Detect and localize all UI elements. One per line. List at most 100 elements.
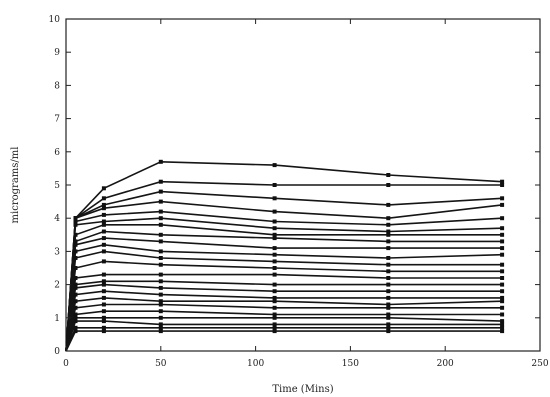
data-point — [73, 312, 78, 317]
data-point — [500, 196, 505, 201]
data-point — [500, 325, 505, 330]
data-point — [101, 309, 106, 314]
series-6 — [65, 216, 505, 352]
y-axis-title: micrograms/ml — [10, 147, 21, 224]
data-point — [386, 289, 391, 294]
series-19 — [65, 309, 505, 352]
data-point — [158, 279, 163, 284]
series-12 — [65, 259, 505, 352]
y-tick-label: 8 — [54, 81, 60, 91]
data-point — [272, 226, 277, 231]
data-point — [500, 232, 505, 237]
data-point — [101, 295, 106, 300]
series-15 — [65, 282, 505, 352]
data-point — [101, 196, 106, 201]
data-point — [500, 239, 505, 244]
data-point — [272, 295, 277, 300]
data-point — [101, 249, 106, 254]
series-21 — [65, 319, 505, 352]
data-point — [73, 325, 78, 330]
data-point — [272, 312, 277, 317]
data-point — [158, 232, 163, 237]
series-line — [65, 320, 503, 352]
data-point — [500, 319, 505, 324]
series-9 — [65, 236, 505, 352]
series-4 — [65, 199, 505, 352]
data-point — [158, 239, 163, 244]
data-point — [158, 189, 163, 194]
data-point — [386, 239, 391, 244]
data-point — [73, 242, 78, 247]
data-point — [500, 305, 505, 310]
data-point — [158, 329, 163, 334]
data-point — [101, 202, 106, 207]
data-point — [101, 242, 106, 247]
data-point — [500, 179, 505, 184]
data-point — [101, 282, 106, 287]
data-point — [73, 239, 78, 244]
x-tick-label: 50 — [155, 359, 167, 369]
data-point — [73, 285, 78, 290]
data-point — [500, 269, 505, 274]
data-point — [158, 302, 163, 307]
data-point — [101, 302, 106, 307]
data-point — [272, 289, 277, 294]
data-point — [73, 222, 78, 227]
y-tick-label: 0 — [54, 347, 60, 357]
x-tick-label: 200 — [437, 359, 454, 369]
x-tick-label: 0 — [63, 359, 69, 369]
data-point — [386, 262, 391, 267]
data-point — [386, 295, 391, 300]
data-point — [272, 325, 277, 330]
data-point — [386, 322, 391, 327]
data-point — [158, 262, 163, 267]
data-point — [158, 292, 163, 297]
data-point — [272, 272, 277, 277]
data-point — [386, 329, 391, 334]
y-tick-label: 9 — [54, 48, 60, 58]
data-point — [272, 322, 277, 327]
data-point — [73, 232, 78, 237]
data-point — [386, 282, 391, 287]
series-line — [65, 224, 503, 352]
data-point — [272, 236, 277, 241]
data-point — [158, 199, 163, 204]
data-point — [500, 216, 505, 221]
data-point — [500, 295, 505, 300]
data-point — [73, 219, 78, 224]
data-point — [500, 202, 505, 207]
y-tick-label: 2 — [54, 281, 60, 291]
data-point — [73, 329, 78, 334]
x-tick-label: 150 — [342, 359, 359, 369]
data-point — [500, 276, 505, 280]
y-tick-label: 6 — [54, 148, 60, 158]
data-point — [73, 256, 78, 260]
data-point — [73, 315, 78, 320]
data-point — [158, 222, 163, 227]
data-point — [158, 299, 163, 304]
data-point — [500, 299, 505, 304]
data-point — [101, 279, 106, 284]
series-10 — [65, 242, 505, 352]
data-point — [500, 183, 505, 187]
data-point — [272, 259, 277, 264]
data-point — [500, 262, 505, 267]
data-point — [73, 305, 78, 310]
data-point — [272, 315, 277, 320]
data-point — [158, 272, 163, 277]
data-point — [73, 282, 78, 287]
data-point — [272, 282, 277, 287]
data-point — [272, 232, 277, 237]
data-point — [272, 266, 277, 270]
series-11 — [65, 249, 505, 352]
data-point — [500, 312, 505, 317]
series-14 — [65, 279, 505, 352]
data-point — [101, 229, 106, 234]
data-point — [101, 222, 106, 227]
data-point — [500, 322, 505, 327]
x-tick-label: 250 — [531, 359, 548, 369]
y-tick-label: 4 — [54, 214, 60, 224]
data-point — [500, 246, 505, 251]
series-layer — [65, 159, 505, 352]
